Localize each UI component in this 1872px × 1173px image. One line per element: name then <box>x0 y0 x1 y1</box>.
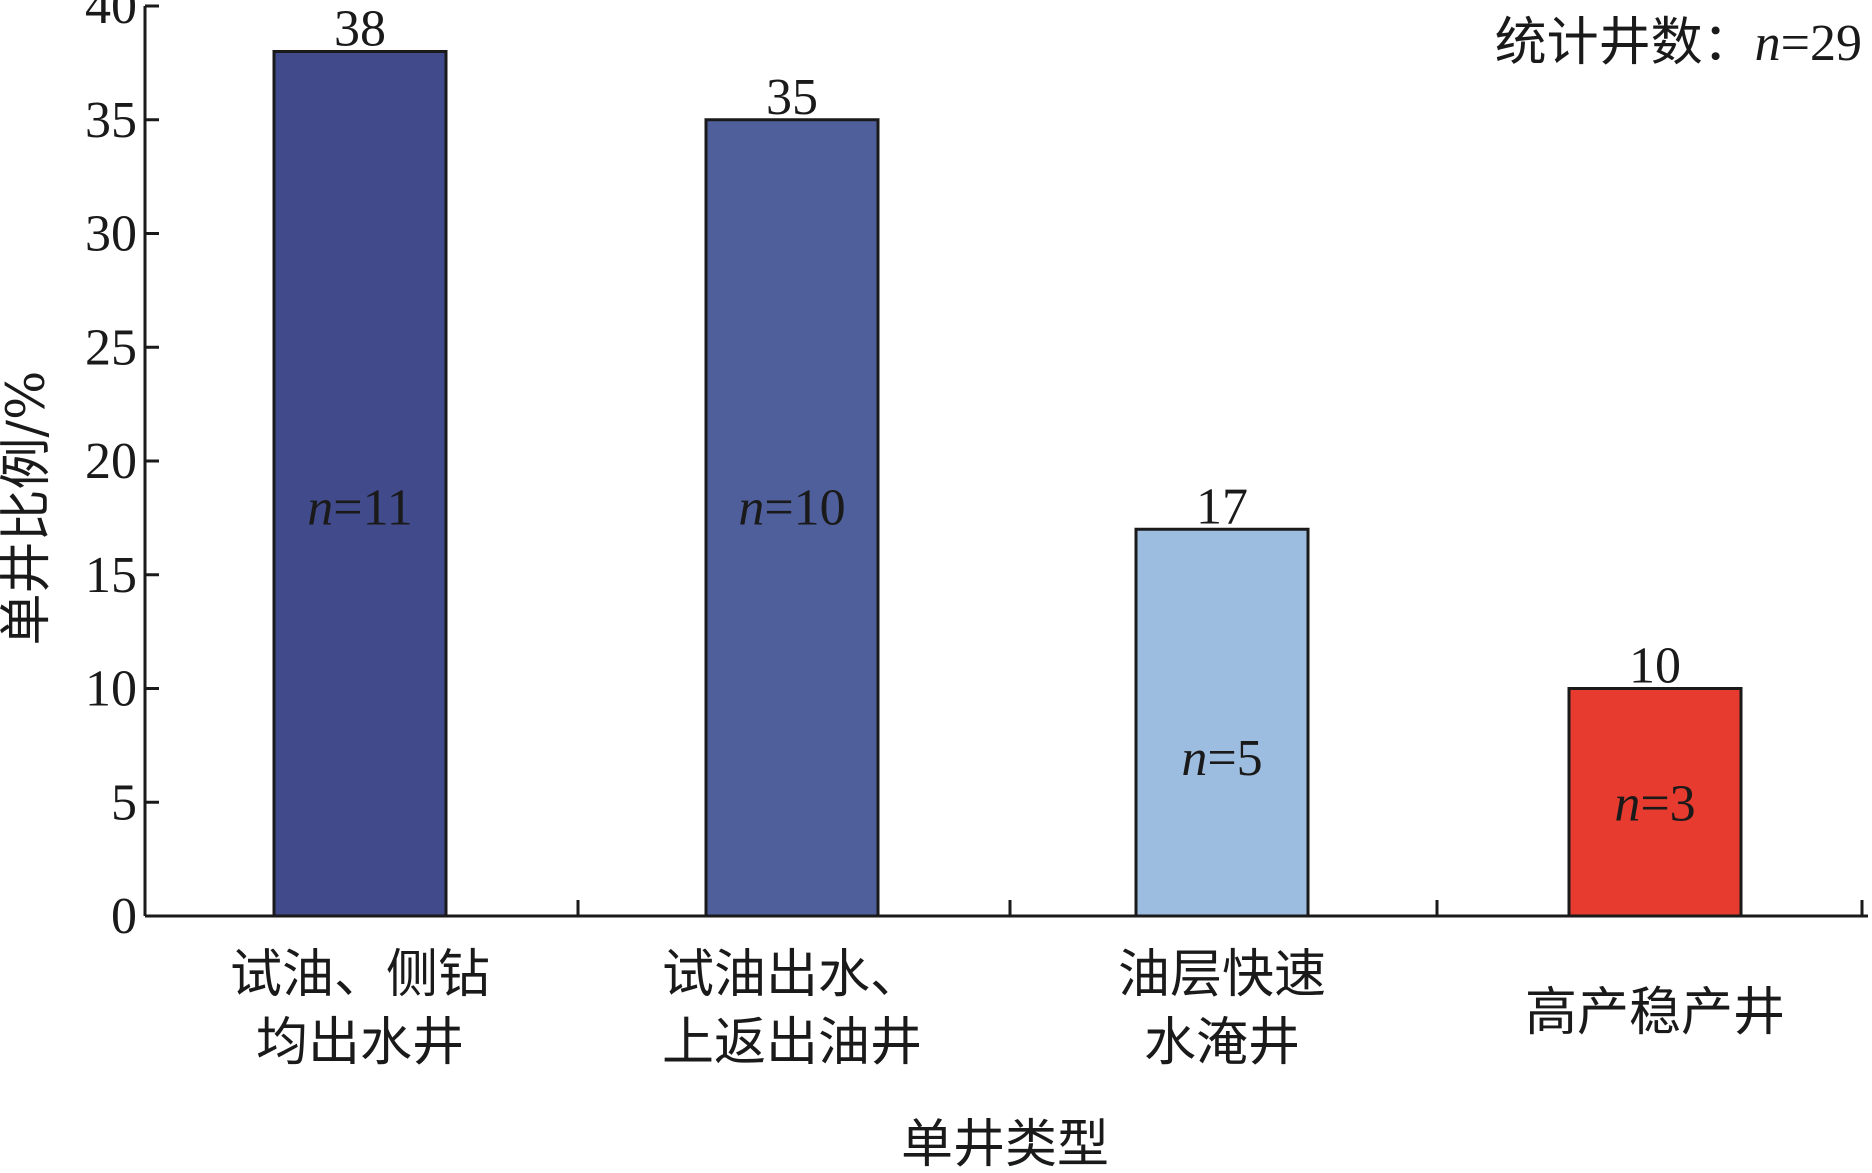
y-tick-label: 40 <box>85 0 137 35</box>
bar-count-value: =3 <box>1640 775 1695 832</box>
y-tick-label: 15 <box>85 547 137 604</box>
total-count-prefix: 统计井数： <box>1495 13 1755 73</box>
y-tick-label: 0 <box>111 888 137 945</box>
bar <box>1567 687 1743 918</box>
bar-value-label: 17 <box>1196 478 1248 535</box>
x-category-label: 均出水井 <box>256 1013 464 1073</box>
total-count-annotation: 统计井数：n=29 <box>1495 13 1862 73</box>
bar-count-value: =11 <box>333 480 412 537</box>
x-category-label: 试油、侧钻 <box>230 945 490 1005</box>
bar-count-value: =5 <box>1207 730 1262 787</box>
x-category-label: 高产稳产井 <box>1525 983 1785 1043</box>
bar-value-label: 38 <box>334 1 386 58</box>
bar-count-n-symbol: n <box>738 480 764 537</box>
bar-value-label: 35 <box>766 69 818 126</box>
bar <box>1134 527 1310 918</box>
total-count-value: =29 <box>1781 15 1862 72</box>
total-count-n-symbol: n <box>1755 15 1781 72</box>
bar-count-value: =10 <box>764 480 845 537</box>
bar-value-label: 10 <box>1629 638 1681 695</box>
bar-count-label: n=5 <box>1181 730 1262 787</box>
y-tick-label: 25 <box>85 319 137 376</box>
bar-count-label: n=11 <box>307 480 412 537</box>
bar-count-label: n=10 <box>738 480 845 537</box>
x-category-label: 试油出水、 <box>662 945 922 1005</box>
x-category-label: 油层快速 <box>1118 945 1326 1005</box>
x-category-label: 上返出油井 <box>662 1013 922 1073</box>
bar <box>272 50 448 918</box>
bar-count-n-symbol: n <box>1614 775 1640 832</box>
y-axis-label: 单井比例/% <box>0 371 57 646</box>
x-axis-label: 单井类型 <box>901 1115 1109 1173</box>
bar-count-label: n=3 <box>1614 775 1695 832</box>
bar <box>704 118 880 918</box>
y-tick-label: 10 <box>85 661 137 718</box>
y-tick-label: 30 <box>85 206 137 263</box>
y-tick-label: 5 <box>111 774 137 831</box>
bar-count-n-symbol: n <box>1181 730 1207 787</box>
bar-count-n-symbol: n <box>307 480 333 537</box>
x-category-label: 水淹井 <box>1144 1013 1300 1073</box>
y-tick-label: 20 <box>85 433 137 490</box>
y-tick-label: 35 <box>85 92 137 149</box>
